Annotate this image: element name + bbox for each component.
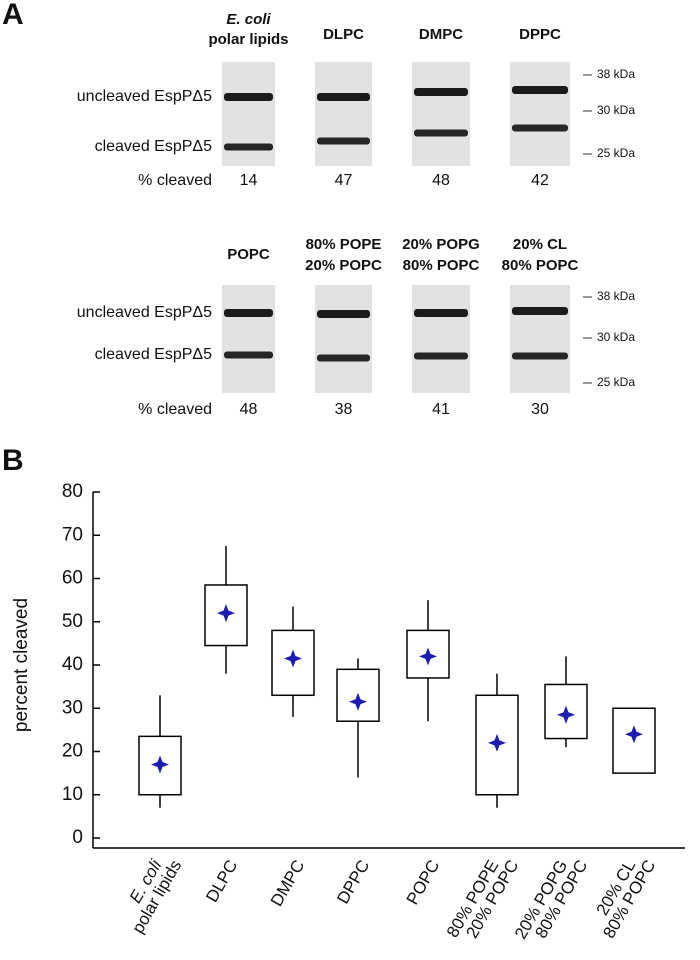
- y-tick-label: 50: [62, 611, 83, 632]
- y-tick-label: 0: [72, 827, 83, 848]
- band: [414, 309, 468, 317]
- column-header: DPPC: [519, 26, 561, 43]
- column-header: POPC: [227, 246, 270, 263]
- x-tick-label: DMPC: [267, 857, 308, 910]
- blot-lane: [315, 62, 372, 166]
- cleaved-value: 14: [240, 172, 258, 189]
- row-label: uncleaved EspPΔ5: [77, 88, 212, 105]
- y-tick-label: 10: [62, 784, 83, 805]
- y-tick-label: 70: [62, 524, 83, 545]
- band: [414, 352, 468, 360]
- marker-label: 38 kDa: [597, 67, 635, 81]
- band: [512, 352, 568, 360]
- mean-marker: [557, 705, 575, 724]
- column-header: 80% POPC: [502, 257, 579, 274]
- y-tick-label: 40: [62, 654, 83, 675]
- band: [224, 143, 273, 151]
- blot-lane: [510, 62, 570, 166]
- row-label: % cleaved: [138, 172, 212, 189]
- column-header: 80% POPE: [306, 236, 382, 253]
- column-header: E. coli: [226, 11, 271, 28]
- y-tick-label: 80: [62, 481, 83, 502]
- column-header: polar lipids: [208, 31, 288, 48]
- cleaved-value: 38: [335, 401, 353, 418]
- cleaved-value: 41: [432, 401, 450, 418]
- panel-label: B: [2, 444, 24, 477]
- band: [317, 137, 370, 145]
- y-tick-label: 20: [62, 741, 83, 762]
- column-header: 20% POPC: [305, 257, 382, 274]
- band: [414, 129, 468, 137]
- column-header: 80% POPC: [403, 257, 480, 274]
- row-label: % cleaved: [138, 401, 212, 418]
- band: [224, 309, 273, 317]
- band: [317, 354, 370, 362]
- band: [414, 88, 468, 96]
- mean-marker: [217, 604, 235, 623]
- mean-marker: [349, 692, 367, 711]
- blot-lane: [222, 285, 275, 393]
- cleaved-value: 42: [531, 172, 549, 189]
- row-label: uncleaved EspPΔ5: [77, 304, 212, 321]
- band: [224, 93, 273, 101]
- band: [512, 86, 568, 94]
- panel-label: A: [2, 0, 24, 31]
- marker-label: 25 kDa: [597, 146, 635, 160]
- y-tick-label: 30: [62, 697, 83, 718]
- marker-label: 38 kDa: [597, 289, 635, 303]
- mean-marker: [625, 725, 643, 744]
- blot-lane: [412, 62, 470, 166]
- blot-lane: [315, 285, 372, 393]
- band: [512, 124, 568, 132]
- column-header: DLPC: [323, 26, 364, 43]
- cleaved-value: 30: [531, 401, 549, 418]
- column-header: 20% POPG: [402, 236, 480, 253]
- band: [317, 93, 370, 101]
- y-axis-label: percent cleaved: [11, 598, 32, 732]
- row-label: cleaved EspPΔ5: [95, 346, 213, 363]
- cleaved-value: 48: [432, 172, 450, 189]
- x-tick-label: DPPC: [333, 857, 373, 907]
- marker-label: 25 kDa: [597, 375, 635, 389]
- mean-marker: [488, 733, 506, 752]
- marker-label: 30 kDa: [597, 330, 635, 344]
- band: [512, 307, 568, 315]
- mean-marker: [284, 649, 302, 668]
- mean-marker: [151, 755, 169, 774]
- x-tick-label: POPC: [403, 857, 444, 908]
- mean-marker: [419, 647, 437, 666]
- column-header: DMPC: [419, 26, 463, 43]
- marker-label: 30 kDa: [597, 103, 635, 117]
- blot-lane: [510, 285, 570, 393]
- cleaved-value: 48: [240, 401, 258, 418]
- x-tick-label: DLPC: [202, 857, 241, 906]
- band: [224, 351, 273, 359]
- cleaved-value: 47: [335, 172, 353, 189]
- row-label: cleaved EspPΔ5: [95, 138, 213, 155]
- band: [317, 310, 370, 318]
- blot-lane: [412, 285, 470, 393]
- column-header: 20% CL: [513, 236, 567, 253]
- y-tick-label: 60: [62, 568, 83, 589]
